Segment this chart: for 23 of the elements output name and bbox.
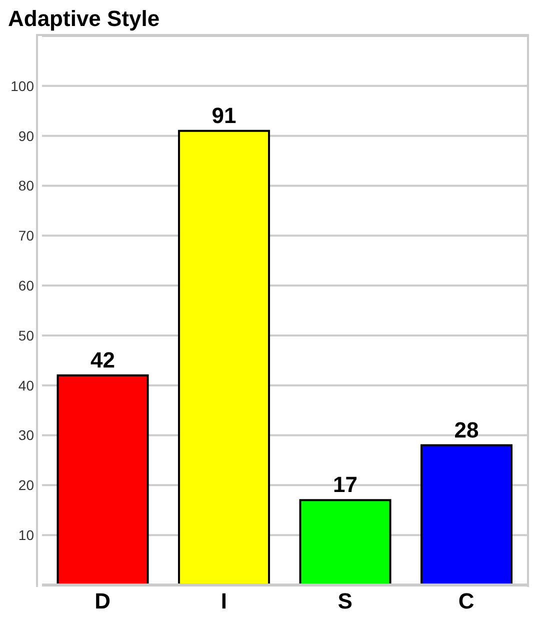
y-tick-label: 70	[18, 228, 34, 244]
y-tick-label: 30	[18, 427, 34, 444]
x-tick-label: S	[338, 588, 352, 614]
data-label: 17	[333, 472, 358, 498]
y-tick-label: 80	[18, 178, 34, 194]
y-tick-label: 10	[18, 527, 34, 544]
bar	[178, 130, 270, 585]
y-tick-label: 90	[18, 128, 34, 144]
x-tick-label: D	[94, 588, 111, 614]
x-tick-label: C	[458, 588, 474, 614]
data-label: 91	[212, 102, 236, 128]
y-tick-label: 40	[18, 377, 34, 394]
y-tick-label: 100	[10, 78, 34, 94]
chart-title: Adaptive Style	[8, 6, 161, 33]
data-label: 42	[90, 347, 116, 372]
bar	[56, 374, 149, 585]
x-tick-label: I	[220, 588, 227, 614]
y-tick-label: 50	[18, 327, 34, 344]
y-tick-label: 20	[18, 477, 34, 494]
bar	[420, 444, 513, 585]
data-label: 28	[454, 417, 479, 442]
y-tick-label: 60	[18, 278, 34, 294]
bar	[299, 499, 392, 585]
